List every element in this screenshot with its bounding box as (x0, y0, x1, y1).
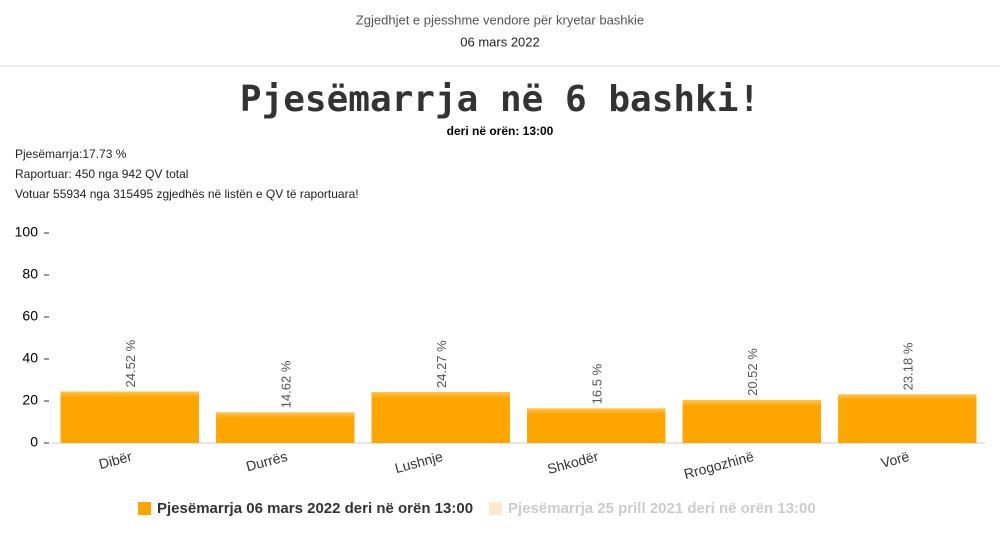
header-date: 06 mars 2022 (460, 34, 540, 49)
info-line: Pjesëmarrja:17.73 % (15, 147, 127, 161)
bar-highlight (216, 412, 355, 419)
bar (371, 392, 510, 443)
legend-swatch (489, 502, 503, 515)
x-tick-label: Vorë (879, 448, 911, 471)
info-line: Votuar 55934 nga 315495 zgjedhës në list… (15, 187, 359, 201)
y-tick-label: 80 (22, 266, 38, 282)
data-label: 16.5 % (590, 363, 605, 404)
header-title: Zgjedhjet e pjesshme vendore për kryetar… (356, 12, 644, 27)
bar-highlight (371, 392, 510, 399)
bar (682, 399, 821, 443)
chart-subtitle: deri në orën: 13:00 (447, 124, 554, 138)
x-tick-label: Shkodër (545, 448, 600, 477)
bar (60, 391, 199, 443)
legend-swatch (138, 502, 151, 515)
data-label: 24.52 % (123, 339, 138, 387)
data-label: 14.62 % (279, 360, 294, 408)
y-tick-label: 60 (22, 308, 38, 324)
x-tick-label: Rrogozhinë (682, 448, 756, 482)
data-label: 23.18 % (901, 342, 916, 390)
legend-label[interactable]: Pjesëmarrja 25 prill 2021 deri në orën 1… (508, 500, 816, 517)
y-tick-label: 100 (15, 224, 39, 240)
bar-highlight (527, 408, 666, 415)
bar-highlight (60, 391, 199, 398)
legend-label[interactable]: Pjesëmarrja 06 mars 2022 deri në orën 13… (157, 500, 473, 517)
bar-highlight (838, 394, 977, 401)
chart-title: Pjesëmarrja në 6 bashki! (240, 79, 760, 120)
y-tick-label: 0 (30, 434, 38, 450)
data-label: 20.52 % (745, 348, 760, 396)
x-tick-label: Lushnje (393, 448, 445, 476)
info-line: Raportuar: 450 nga 942 QV total (15, 167, 188, 181)
x-tick-label: Dibër (97, 448, 134, 472)
y-tick-label: 40 (22, 350, 38, 366)
y-tick-label: 20 (22, 392, 38, 408)
bar (838, 394, 977, 443)
data-label: 24.27 % (434, 340, 449, 388)
x-tick-label: Durrës (244, 448, 289, 474)
bar-highlight (682, 399, 821, 406)
